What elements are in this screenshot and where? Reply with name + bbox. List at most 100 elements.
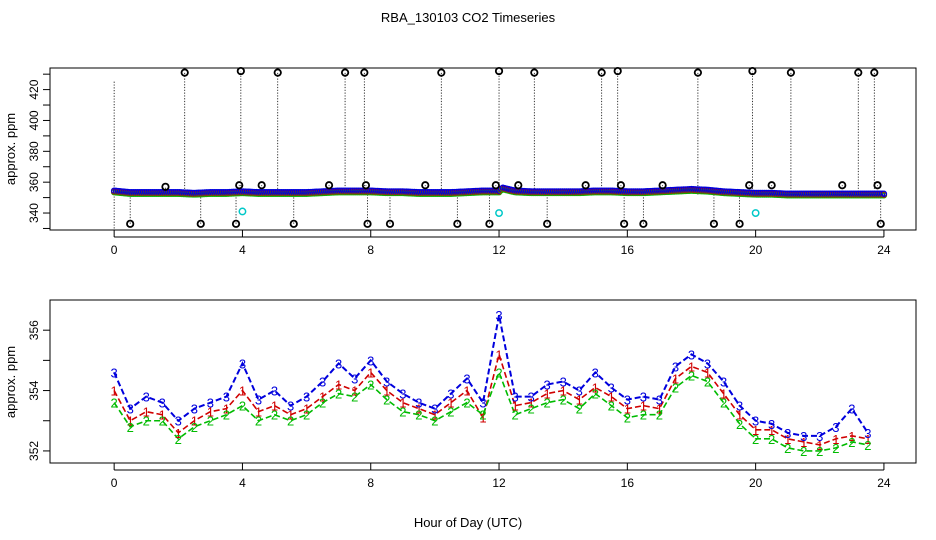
outlier-point bbox=[693, 68, 702, 77]
series-3-point-label: 3 bbox=[415, 396, 422, 411]
series-3-point-label: 3 bbox=[367, 353, 374, 368]
series-3-point-label: 3 bbox=[704, 356, 711, 371]
top-y-tick-label: 360 bbox=[27, 172, 41, 192]
bottom-y-axis-label: approx. ppm bbox=[3, 346, 18, 418]
series-3-point-label: 3 bbox=[303, 390, 310, 405]
bottom-x-axis: 0 4 8 12 16 20 24 bbox=[111, 463, 891, 490]
outlier-point bbox=[273, 68, 282, 77]
top-x-tick-label: 24 bbox=[877, 243, 891, 257]
top-x-tick-label: 12 bbox=[492, 243, 506, 257]
outlier-point bbox=[257, 181, 266, 190]
series-1-point-label: 1 bbox=[640, 399, 647, 414]
series-2-point-label: 2 bbox=[351, 390, 358, 405]
outlier-point bbox=[876, 219, 885, 228]
series-3-point-label: 3 bbox=[511, 390, 518, 405]
series-1-point-label: 1 bbox=[351, 384, 358, 399]
outlier-point bbox=[854, 68, 863, 77]
series-2-point-label: 2 bbox=[752, 432, 759, 447]
series-3-point-label: 3 bbox=[207, 396, 214, 411]
outlier-point bbox=[361, 181, 371, 190]
series-2-point-label: 2 bbox=[576, 402, 583, 417]
bottom-y-axis: 352 354 356 bbox=[27, 320, 50, 461]
series-2-point-label: 2 bbox=[207, 414, 214, 429]
top-x-tick-label: 20 bbox=[749, 243, 763, 257]
series-3-point-label: 3 bbox=[752, 414, 759, 429]
series-3-point-label: 3 bbox=[159, 396, 166, 411]
outlier-point bbox=[126, 219, 135, 228]
series-3-point-label: 3 bbox=[720, 375, 727, 390]
top-panel: 0 4 8 12 16 20 24 340 360 380 400 420 approx. ppm bbox=[3, 66, 917, 257]
series-2-point-label: 2 bbox=[800, 444, 807, 459]
series-1-point-label: 1 bbox=[608, 390, 615, 405]
series-3-point-label: 3 bbox=[175, 414, 182, 429]
top-x-tick-label: 0 bbox=[111, 243, 118, 257]
chart-title: RBA_130103 CO2 Timeseries bbox=[381, 10, 556, 25]
outlier-point bbox=[581, 181, 590, 190]
series-3-point-label: 3 bbox=[383, 375, 390, 390]
top-x-tick-label: 4 bbox=[239, 243, 246, 257]
series-3-point-label: 3 bbox=[431, 402, 438, 417]
outlier-point bbox=[543, 219, 552, 228]
series-1-point-label: 1 bbox=[271, 399, 278, 414]
series-1-line bbox=[113, 351, 869, 446]
series-2-point-label: 2 bbox=[127, 420, 134, 435]
series-3-point-label: 3 bbox=[255, 393, 262, 408]
series-1-point-label: 1 bbox=[143, 405, 150, 420]
top-y-tick-label: 420 bbox=[27, 79, 41, 99]
series-2-point-label: 2 bbox=[511, 408, 518, 423]
outlier-point bbox=[437, 68, 446, 77]
top-plot-frame bbox=[49, 67, 917, 231]
series-1-point-label: 1 bbox=[816, 438, 823, 453]
series-1-point-label: 1 bbox=[832, 432, 839, 447]
series-3-point-label: 3 bbox=[399, 387, 406, 402]
series-2-point-label: 2 bbox=[560, 393, 567, 408]
series-1-point-label: 1 bbox=[511, 399, 518, 414]
series-1-point-label: 1 bbox=[415, 402, 422, 417]
series-3-point-label: 3 bbox=[351, 371, 358, 386]
outlier-point bbox=[385, 219, 395, 228]
series-3-point-label: 3 bbox=[447, 387, 454, 402]
series-2-point-label: 2 bbox=[479, 408, 486, 423]
series-2-point-label: 2 bbox=[720, 396, 727, 411]
series-2-point-label: 2 bbox=[624, 411, 631, 426]
series-1-point-label: 1 bbox=[592, 381, 599, 396]
series-2-point-label: 2 bbox=[415, 408, 422, 423]
top-plot-marks bbox=[110, 66, 888, 229]
flagged-point bbox=[495, 209, 503, 217]
series-2-point-label: 2 bbox=[143, 414, 150, 429]
series-1-point-label: 1 bbox=[736, 408, 743, 423]
series-2-point-label: 2 bbox=[832, 441, 839, 456]
outlier-point bbox=[620, 219, 629, 228]
outlier-point bbox=[658, 181, 667, 190]
series-1-point-label: 1 bbox=[223, 402, 230, 417]
outlier-point bbox=[639, 219, 648, 228]
series-2-point-label: 2 bbox=[223, 408, 230, 423]
series-2-point-label: 2 bbox=[640, 408, 647, 423]
series-3-point-label: 3 bbox=[640, 390, 647, 405]
series-3-point-label: 3 bbox=[127, 402, 134, 417]
series-3-point-label: 3 bbox=[143, 390, 150, 405]
series-1-point-label: 1 bbox=[848, 429, 855, 444]
outlier-point bbox=[514, 181, 523, 190]
series-1-point-label: 1 bbox=[383, 384, 390, 399]
series-1-point-label: 1 bbox=[768, 423, 775, 438]
series-2-point-label: 2 bbox=[608, 399, 615, 414]
series-1-point-label: 1 bbox=[319, 390, 326, 405]
series-2-point-label: 2 bbox=[303, 408, 310, 423]
outlier-point bbox=[340, 68, 350, 77]
series-1-point-label: 1 bbox=[239, 384, 246, 399]
series-1-point-label: 1 bbox=[752, 423, 759, 438]
top-x-tick-label: 16 bbox=[621, 243, 635, 257]
outlier-point bbox=[597, 68, 606, 77]
outlier-point bbox=[491, 181, 500, 190]
outlier-point bbox=[786, 68, 796, 77]
series-2-point-label: 2 bbox=[848, 435, 855, 450]
bottom-x-tick-label: 8 bbox=[367, 476, 374, 490]
series-3-point-label: 3 bbox=[864, 426, 871, 441]
flagged-point bbox=[238, 207, 247, 216]
series-1-point-label: 1 bbox=[720, 387, 727, 402]
outlier-point bbox=[485, 219, 494, 228]
series-3-line bbox=[113, 314, 869, 437]
